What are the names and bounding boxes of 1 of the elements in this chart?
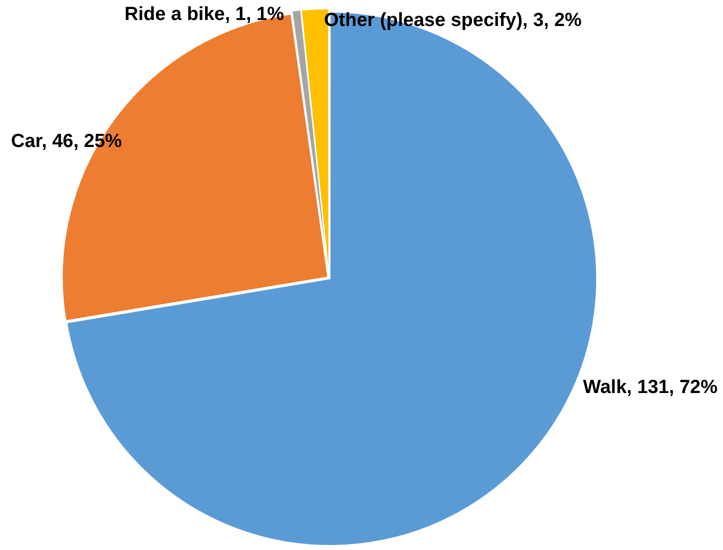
slice-label: Walk, 131, 72%	[583, 377, 718, 398]
